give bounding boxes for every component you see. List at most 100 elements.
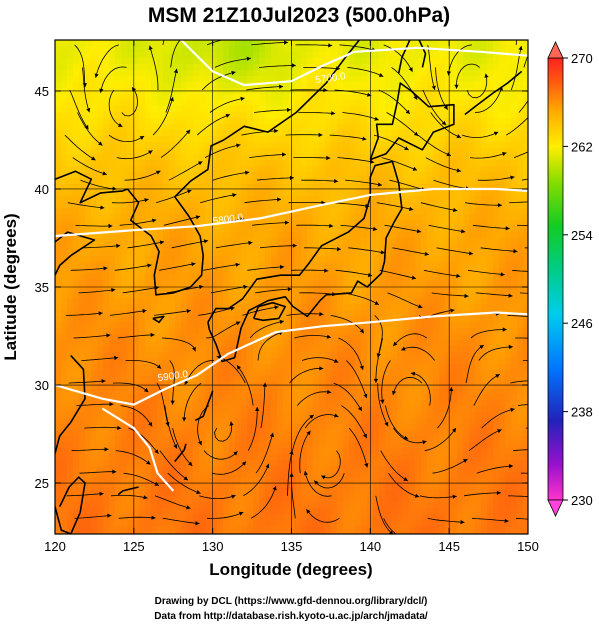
heat-cell — [397, 406, 404, 413]
heat-cell — [193, 370, 200, 377]
heat-cell — [481, 292, 488, 299]
heat-cell — [103, 412, 110, 419]
heat-cell — [403, 322, 410, 329]
heat-cell — [115, 244, 122, 251]
heat-cell — [475, 208, 482, 215]
heat-cell — [301, 376, 308, 383]
heat-cell — [259, 82, 266, 89]
heat-cell — [145, 412, 152, 419]
heat-cell — [295, 172, 302, 179]
heat-cell — [313, 388, 320, 395]
heat-cell — [505, 400, 512, 407]
heat-cell — [463, 46, 470, 53]
heat-cell — [493, 256, 500, 263]
heat-cell — [133, 94, 140, 101]
heat-cell — [121, 322, 128, 329]
heat-cell — [145, 64, 152, 71]
heat-cell — [115, 46, 122, 53]
heat-cell — [109, 328, 116, 335]
heat-cell — [133, 304, 140, 311]
heat-cell — [205, 316, 212, 323]
heat-cell — [127, 172, 134, 179]
heat-cell — [343, 400, 350, 407]
heat-cell — [97, 136, 104, 143]
heat-cell — [85, 136, 92, 143]
heat-cell — [193, 154, 200, 161]
heat-cell — [343, 160, 350, 167]
heat-cell — [271, 388, 278, 395]
heat-cell — [355, 358, 362, 365]
heat-cell — [313, 172, 320, 179]
heat-cell — [133, 358, 140, 365]
heat-cell — [511, 292, 518, 299]
heat-cell — [223, 346, 230, 353]
heat-cell — [85, 142, 92, 149]
heat-cell — [97, 418, 104, 425]
heat-cell — [211, 172, 218, 179]
heat-cell — [259, 202, 266, 209]
heat-cell — [85, 76, 92, 83]
heat-cell — [181, 58, 188, 65]
heat-cell — [79, 220, 86, 227]
heat-cell — [115, 142, 122, 149]
heat-cell — [247, 304, 254, 311]
heat-cell — [313, 46, 320, 53]
heat-cell — [445, 160, 452, 167]
heat-cell — [247, 280, 254, 287]
heat-cell — [457, 238, 464, 245]
heat-cell — [103, 304, 110, 311]
heat-cell — [349, 172, 356, 179]
heat-cell — [127, 364, 134, 371]
heat-cell — [175, 136, 182, 143]
heat-cell — [115, 196, 122, 203]
heat-cell — [451, 400, 458, 407]
heat-cell — [115, 286, 122, 293]
heat-cell — [169, 238, 176, 245]
heat-cell — [313, 70, 320, 77]
heat-cell — [265, 232, 272, 239]
heat-cell — [457, 280, 464, 287]
heat-cell — [319, 262, 326, 269]
heat-cell — [379, 208, 386, 215]
heat-cell — [385, 130, 392, 137]
heat-cell — [427, 166, 434, 173]
heat-cell — [307, 112, 314, 119]
heat-cell — [403, 370, 410, 377]
heat-cell — [145, 346, 152, 353]
heat-cell — [457, 82, 464, 89]
heat-cell — [415, 346, 422, 353]
heat-cell — [55, 298, 62, 305]
heat-cell — [259, 88, 266, 95]
heat-cell — [199, 112, 206, 119]
heat-cell — [271, 64, 278, 71]
heat-cell — [253, 286, 260, 293]
heat-cell — [121, 298, 128, 305]
heat-cell — [247, 238, 254, 245]
heat-cell — [139, 64, 146, 71]
heat-cell — [115, 400, 122, 407]
heat-cell — [349, 268, 356, 275]
heat-cell — [319, 112, 326, 119]
heat-cell — [235, 184, 242, 191]
heat-cell — [91, 172, 98, 179]
heat-cell — [451, 196, 458, 203]
heat-cell — [67, 76, 74, 83]
heat-cell — [235, 136, 242, 143]
heat-cell — [481, 100, 488, 107]
heat-cell — [151, 88, 158, 95]
heat-cell — [379, 346, 386, 353]
heat-cell — [139, 376, 146, 383]
heat-cell — [283, 88, 290, 95]
heat-cell — [517, 256, 524, 263]
heat-cell — [169, 76, 176, 83]
heat-cell — [139, 106, 146, 113]
heat-cell — [223, 256, 230, 263]
heat-cell — [421, 232, 428, 239]
heat-cell — [475, 106, 482, 113]
heat-cell — [307, 334, 314, 341]
heat-cell — [187, 148, 194, 155]
heat-cell — [469, 76, 476, 83]
heat-cell — [259, 76, 266, 83]
heat-cell — [283, 406, 290, 413]
heat-cell — [481, 412, 488, 419]
